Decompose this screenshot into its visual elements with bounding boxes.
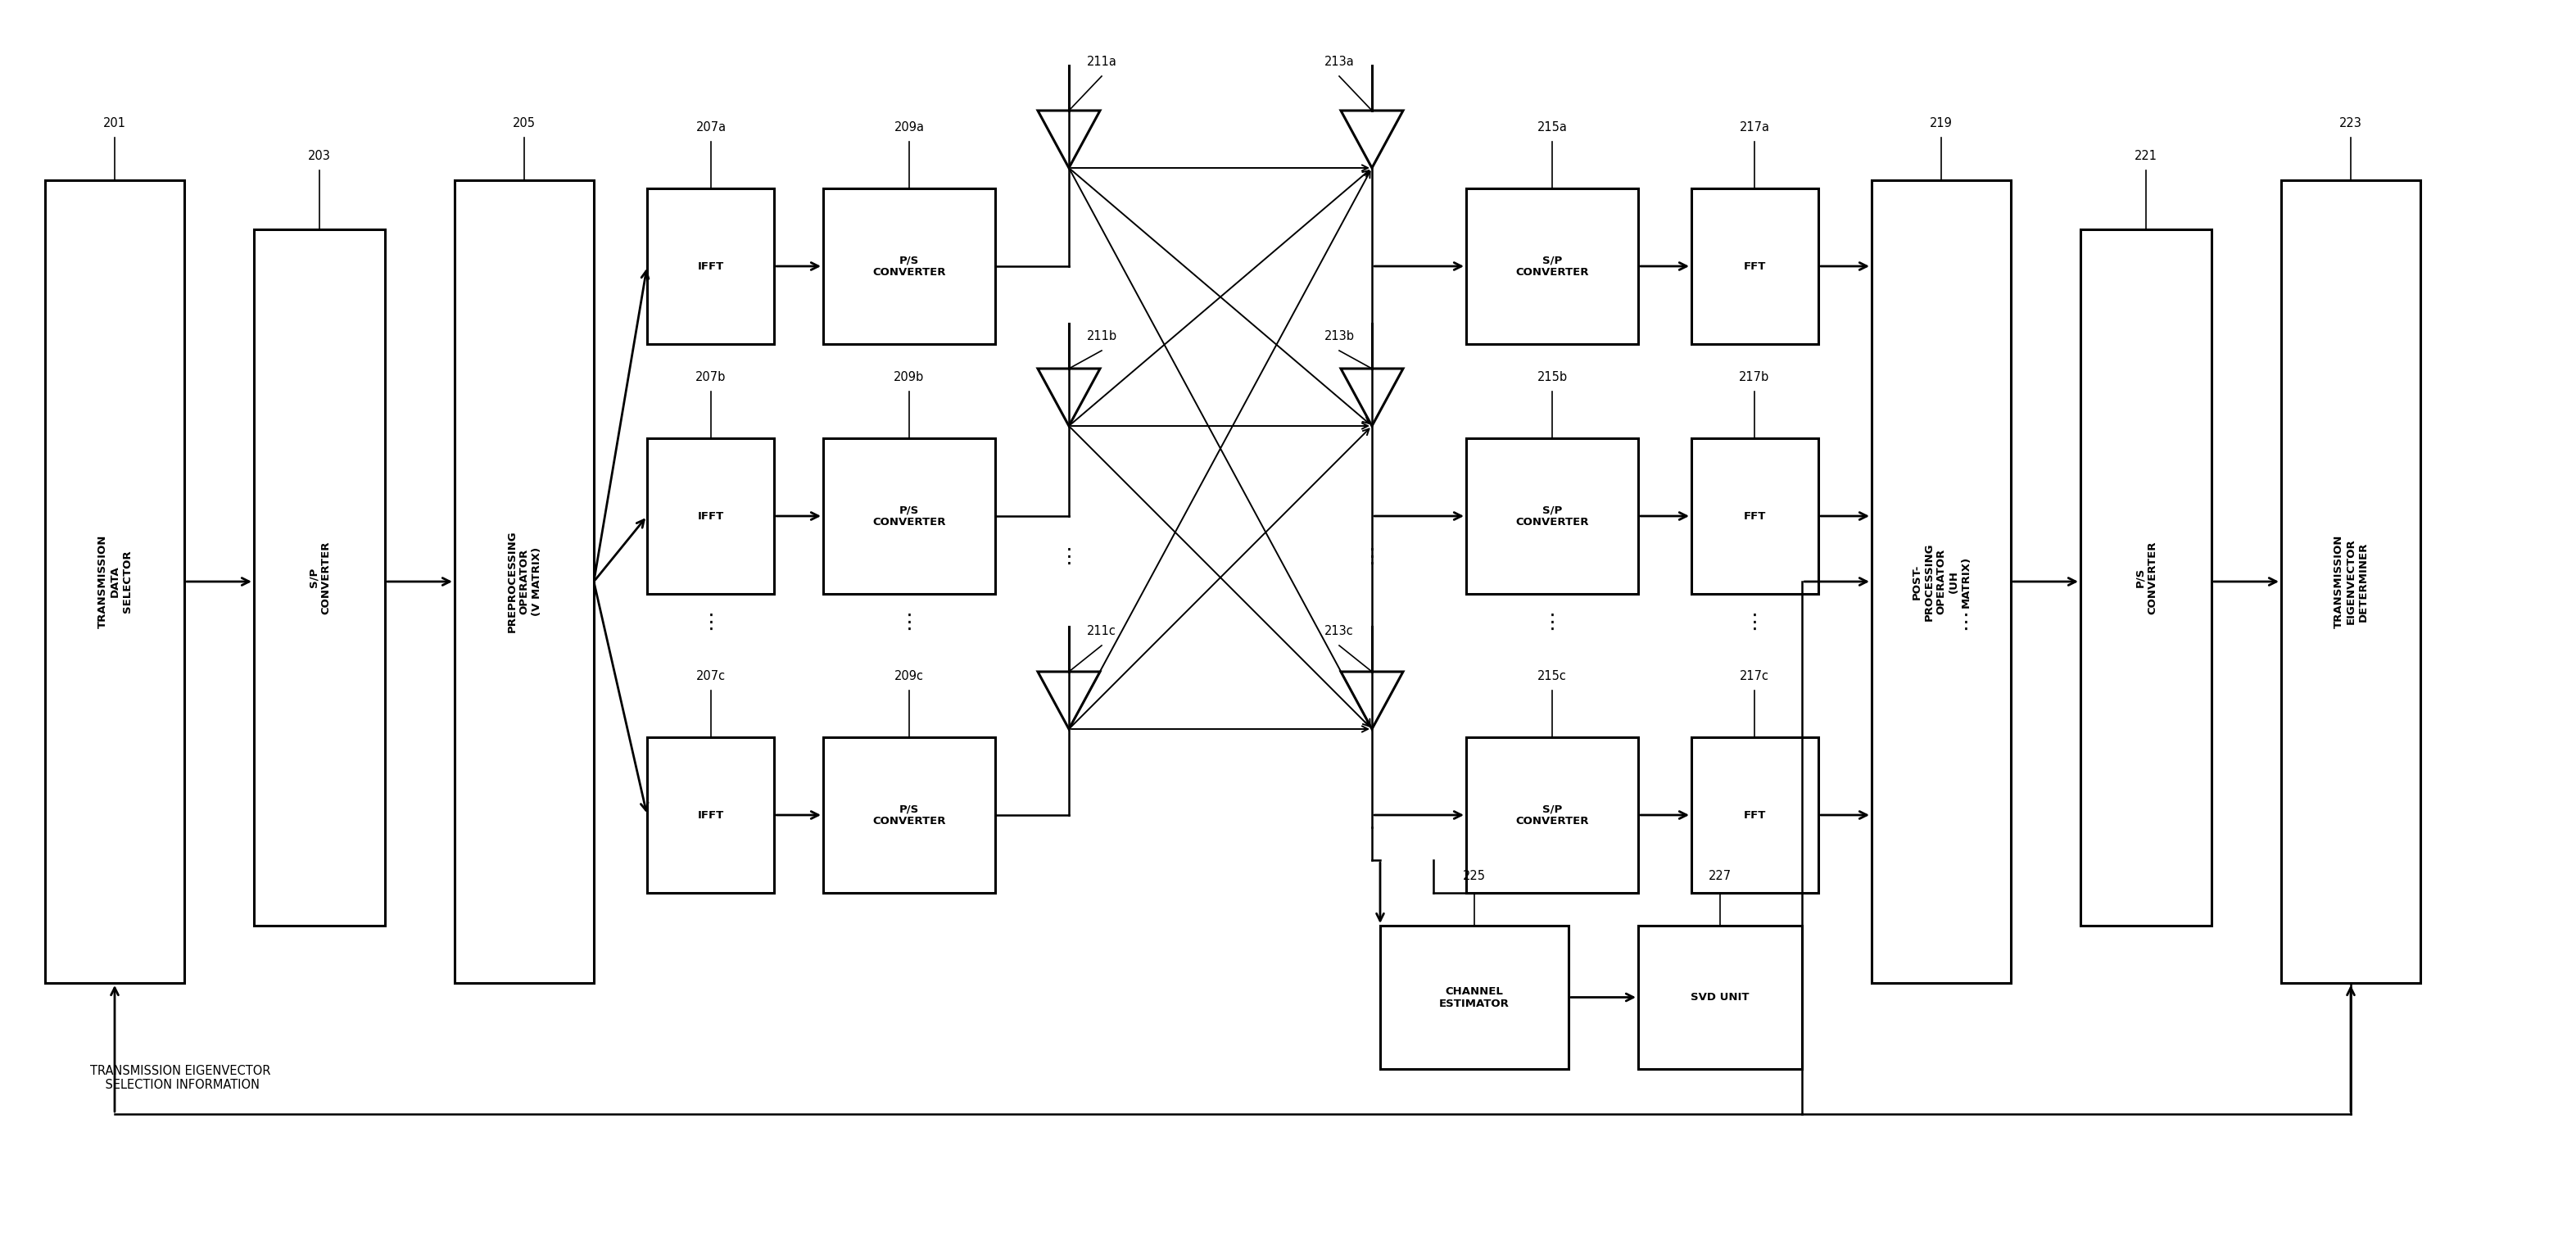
Bar	[255, 230, 384, 926]
Text: S/P
CONVERTER: S/P CONVERTER	[1515, 505, 1589, 527]
Text: 209c: 209c	[894, 670, 925, 683]
Text: 205: 205	[513, 117, 536, 129]
Text: S/P
CONVERTER: S/P CONVERTER	[1515, 804, 1589, 827]
Bar	[2282, 180, 2421, 983]
Text: 213b: 213b	[1324, 330, 1355, 343]
Text: 215b: 215b	[1538, 371, 1566, 383]
Text: TRANSMISSION
EIGENVECTOR
DETERMINER: TRANSMISSION EIGENVECTOR DETERMINER	[2334, 535, 2367, 628]
Text: SVD UNIT: SVD UNIT	[1690, 992, 1749, 1003]
Text: FFT: FFT	[1744, 809, 1767, 820]
Bar	[1692, 438, 1819, 594]
Text: 207b: 207b	[696, 371, 726, 383]
Text: 225: 225	[1463, 870, 1486, 882]
Text: S/P
CONVERTER: S/P CONVERTER	[309, 541, 330, 614]
Bar	[453, 180, 595, 983]
Bar	[824, 737, 994, 892]
Text: P/S
CONVERTER: P/S CONVERTER	[2136, 541, 2159, 614]
Text: IFFT: IFFT	[698, 511, 724, 521]
Text: 217b: 217b	[1739, 371, 1770, 383]
Text: ⋮: ⋮	[899, 613, 920, 633]
Text: TRANSMISSION EIGENVECTOR
    SELECTION INFORMATION: TRANSMISSION EIGENVECTOR SELECTION INFOR…	[90, 1065, 270, 1091]
Text: ⋮: ⋮	[1543, 613, 1564, 633]
Text: ⋮: ⋮	[1955, 613, 1976, 633]
Bar	[1692, 737, 1819, 892]
Bar	[1466, 737, 1638, 892]
Text: 213c: 213c	[1324, 624, 1355, 637]
Bar	[824, 438, 994, 594]
Text: 203: 203	[309, 149, 330, 161]
Bar	[1638, 926, 1803, 1069]
Text: 215c: 215c	[1538, 670, 1566, 683]
Bar	[1692, 189, 1819, 344]
Bar	[647, 189, 773, 344]
Text: 209b: 209b	[894, 371, 925, 383]
Text: P/S
CONVERTER: P/S CONVERTER	[873, 254, 945, 278]
Bar	[647, 737, 773, 892]
Bar	[647, 438, 773, 594]
Text: FFT: FFT	[1744, 511, 1767, 521]
Bar	[1873, 180, 2012, 983]
Text: CHANNEL
ESTIMATOR: CHANNEL ESTIMATOR	[1440, 985, 1510, 1009]
Text: S/P
CONVERTER: S/P CONVERTER	[1515, 254, 1589, 278]
Text: 217c: 217c	[1739, 670, 1770, 683]
Text: ⋮: ⋮	[701, 613, 721, 633]
Bar	[44, 180, 185, 983]
Bar	[824, 189, 994, 344]
Text: IFFT: IFFT	[698, 261, 724, 272]
Text: 211c: 211c	[1087, 624, 1115, 637]
Text: 217a: 217a	[1739, 120, 1770, 133]
Text: ⋮: ⋮	[1744, 613, 1765, 633]
Text: TRANSMISSION
DATA
SELECTOR: TRANSMISSION DATA SELECTOR	[98, 535, 131, 628]
Text: POST-
PROCESSING
OPERATOR
(UH
MATRIX): POST- PROCESSING OPERATOR (UH MATRIX)	[1911, 542, 1971, 620]
Text: 211b: 211b	[1087, 330, 1118, 343]
Text: 227: 227	[1708, 870, 1731, 882]
Text: 207a: 207a	[696, 120, 726, 133]
Bar	[1381, 926, 1569, 1069]
Bar	[1466, 438, 1638, 594]
Text: 215a: 215a	[1538, 120, 1566, 133]
Text: 211a: 211a	[1087, 56, 1118, 67]
Text: 223: 223	[2339, 117, 2362, 129]
Text: ⋮: ⋮	[1059, 547, 1079, 567]
Text: 201: 201	[103, 117, 126, 129]
Text: IFFT: IFFT	[698, 809, 724, 820]
Text: FFT: FFT	[1744, 261, 1767, 272]
Text: 209a: 209a	[894, 120, 925, 133]
Bar	[1466, 189, 1638, 344]
Text: ⋮: ⋮	[1363, 547, 1383, 567]
Text: P/S
CONVERTER: P/S CONVERTER	[873, 505, 945, 527]
Text: P/S
CONVERTER: P/S CONVERTER	[873, 804, 945, 827]
Text: PREPROCESSING
OPERATOR
(V MATRIX): PREPROCESSING OPERATOR (V MATRIX)	[507, 531, 541, 633]
Text: 221: 221	[2136, 149, 2159, 161]
Text: 213a: 213a	[1324, 56, 1355, 67]
Text: 207c: 207c	[696, 670, 726, 683]
Text: 219: 219	[1929, 117, 1953, 129]
Bar	[2081, 230, 2213, 926]
